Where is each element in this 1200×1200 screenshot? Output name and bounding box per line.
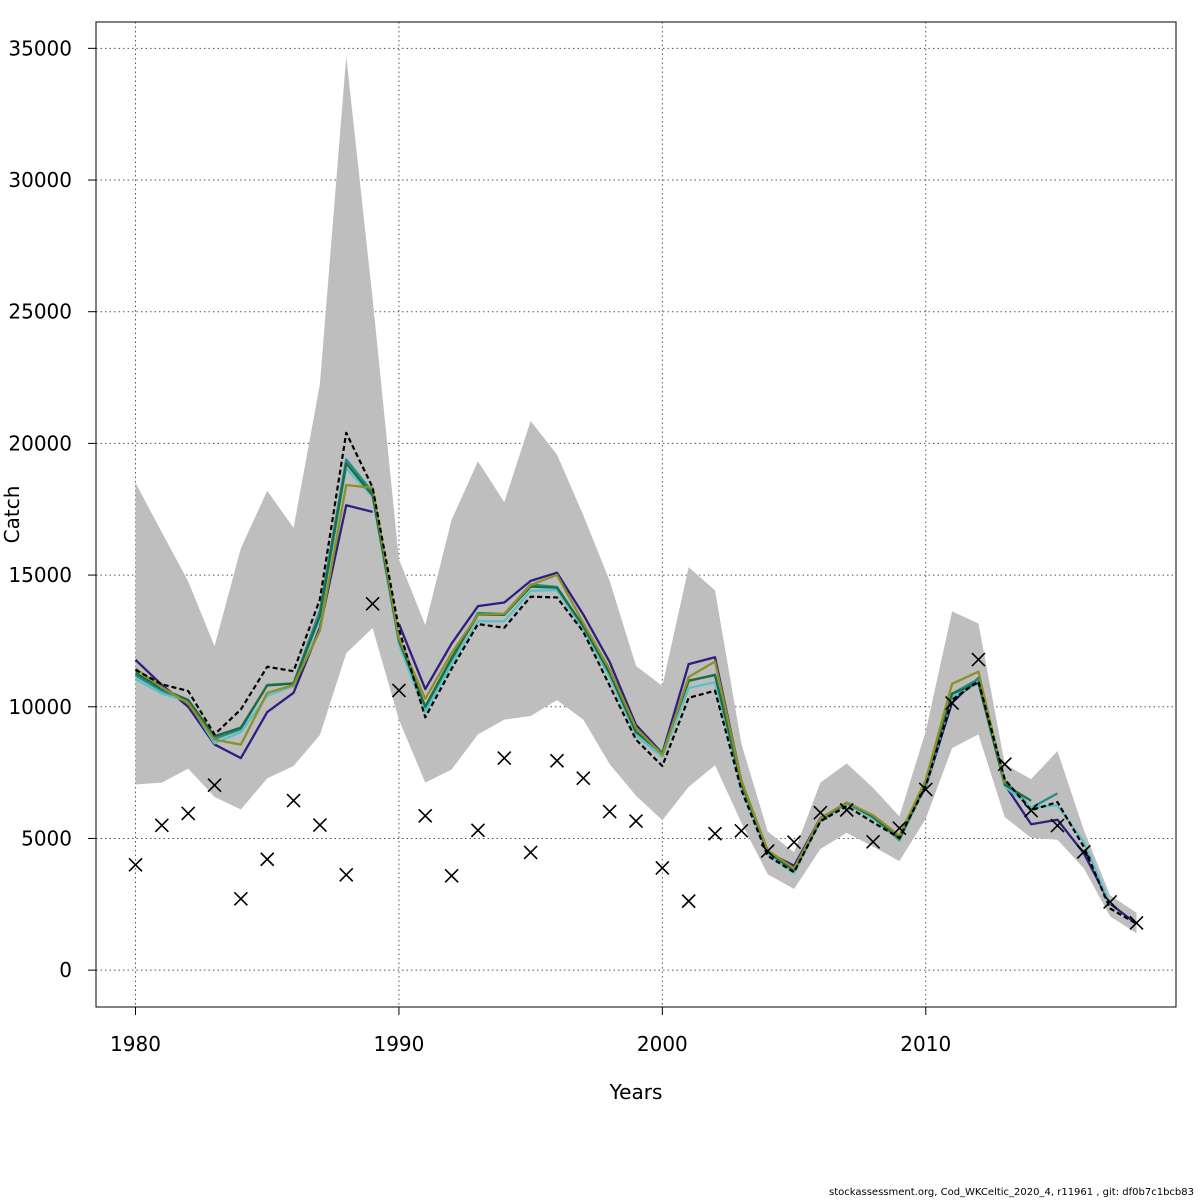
y-tick-label: 10000: [8, 695, 72, 719]
data-point: [786, 835, 802, 850]
series-line-estimate: [134, 431, 1138, 925]
data-point: [444, 868, 459, 883]
data-point: [628, 813, 644, 829]
data-point: [813, 805, 828, 820]
x-tick-label: 2010: [900, 1032, 951, 1056]
y-tick-label: 30000: [8, 168, 72, 192]
confidence-band-area: [135, 56, 1137, 934]
data-point: [549, 753, 565, 768]
data-point: [866, 834, 881, 849]
confidence-band: [135, 56, 1137, 934]
data-point: [207, 778, 222, 793]
data-point: [470, 823, 486, 838]
data-point: [945, 696, 960, 711]
y-tick-label: 35000: [8, 36, 72, 60]
data-point: [365, 596, 380, 611]
series-lines: [134, 431, 1138, 925]
y-axis: 0 5000 10000 15000 20000 25000 30000 35000: [8, 36, 96, 982]
data-point: [839, 802, 854, 818]
data-point: [1103, 894, 1118, 909]
x-tick-label: 2000: [637, 1032, 688, 1056]
data-point: [892, 821, 907, 836]
observed-points: [128, 596, 1144, 931]
data-point: [602, 804, 617, 819]
data-point: [1024, 803, 1039, 818]
plot-frame: [95, 21, 1177, 1008]
data-point: [655, 860, 670, 876]
data-point: [128, 857, 143, 872]
data-point: [260, 852, 275, 867]
data-point: [1129, 915, 1144, 931]
footer-credit: stockassessment.org, Cod_WKCeltic_2020_4…: [829, 1187, 1194, 1198]
data-point: [312, 817, 327, 833]
data-point: [339, 867, 354, 882]
data-point: [1076, 844, 1091, 859]
data-point: [760, 844, 775, 859]
y-tick-label: 25000: [8, 300, 72, 324]
y-axis-label: Catch: [0, 486, 24, 544]
series-line-retro: [134, 462, 1032, 872]
data-point: [997, 757, 1012, 772]
x-tick-label: 1980: [110, 1032, 161, 1056]
y-tick-label: 5000: [21, 826, 72, 850]
data-point: [523, 845, 538, 860]
data-point: [154, 818, 169, 833]
x-tick-label: 1990: [373, 1032, 424, 1056]
x-axis: 1980 1990 2000 2010: [110, 1007, 951, 1056]
data-point: [971, 652, 986, 667]
data-point: [918, 782, 933, 797]
x-axis-label: Years: [609, 1080, 663, 1104]
y-tick-label: 15000: [8, 563, 72, 587]
y-tick-label: 0: [59, 958, 72, 982]
data-point: [707, 826, 723, 841]
data-point: [181, 806, 196, 821]
data-point: [233, 891, 248, 906]
data-point: [734, 823, 749, 838]
data-point: [418, 808, 433, 823]
data-point: [497, 751, 512, 766]
data-point: [576, 771, 591, 786]
y-tick-label: 20000: [8, 431, 72, 455]
data-point: [681, 894, 696, 909]
series-line-retro: [134, 483, 1006, 870]
data-point: [391, 683, 406, 698]
data-point: [1050, 818, 1065, 833]
data-point: [286, 793, 301, 808]
